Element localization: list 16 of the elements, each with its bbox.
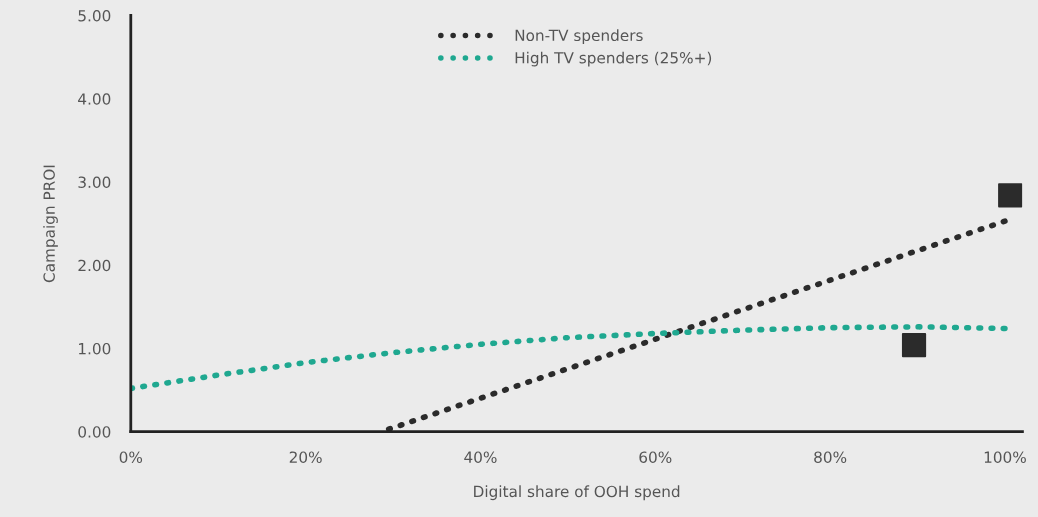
y-tick-label: 0.00 — [78, 426, 111, 438]
y-tick-label: 1.00 — [79, 342, 111, 355]
y-axis-title: Campaign PROI — [43, 165, 58, 283]
x-tick-label: 40% — [464, 451, 497, 463]
y-tick-label: 5.00 — [78, 9, 111, 22]
legend-label: Non-TV spenders — [515, 29, 643, 45]
x-tick-label: 60% — [639, 451, 672, 463]
x-tick-label: 20% — [289, 451, 322, 463]
x-axis-title: Digital share of OOH spend — [474, 485, 680, 501]
x-tick-label: 100% — [984, 451, 1026, 463]
y-tick-label: 4.00 — [78, 93, 111, 105]
x-tick-label: 80% — [814, 451, 847, 463]
x-tick-label: 0% — [119, 451, 143, 463]
y-tick-label: 3.00 — [78, 176, 111, 189]
y-tick-label: 2.00 — [78, 259, 111, 272]
legend-label: High TV spenders (25%+) — [515, 51, 712, 67]
